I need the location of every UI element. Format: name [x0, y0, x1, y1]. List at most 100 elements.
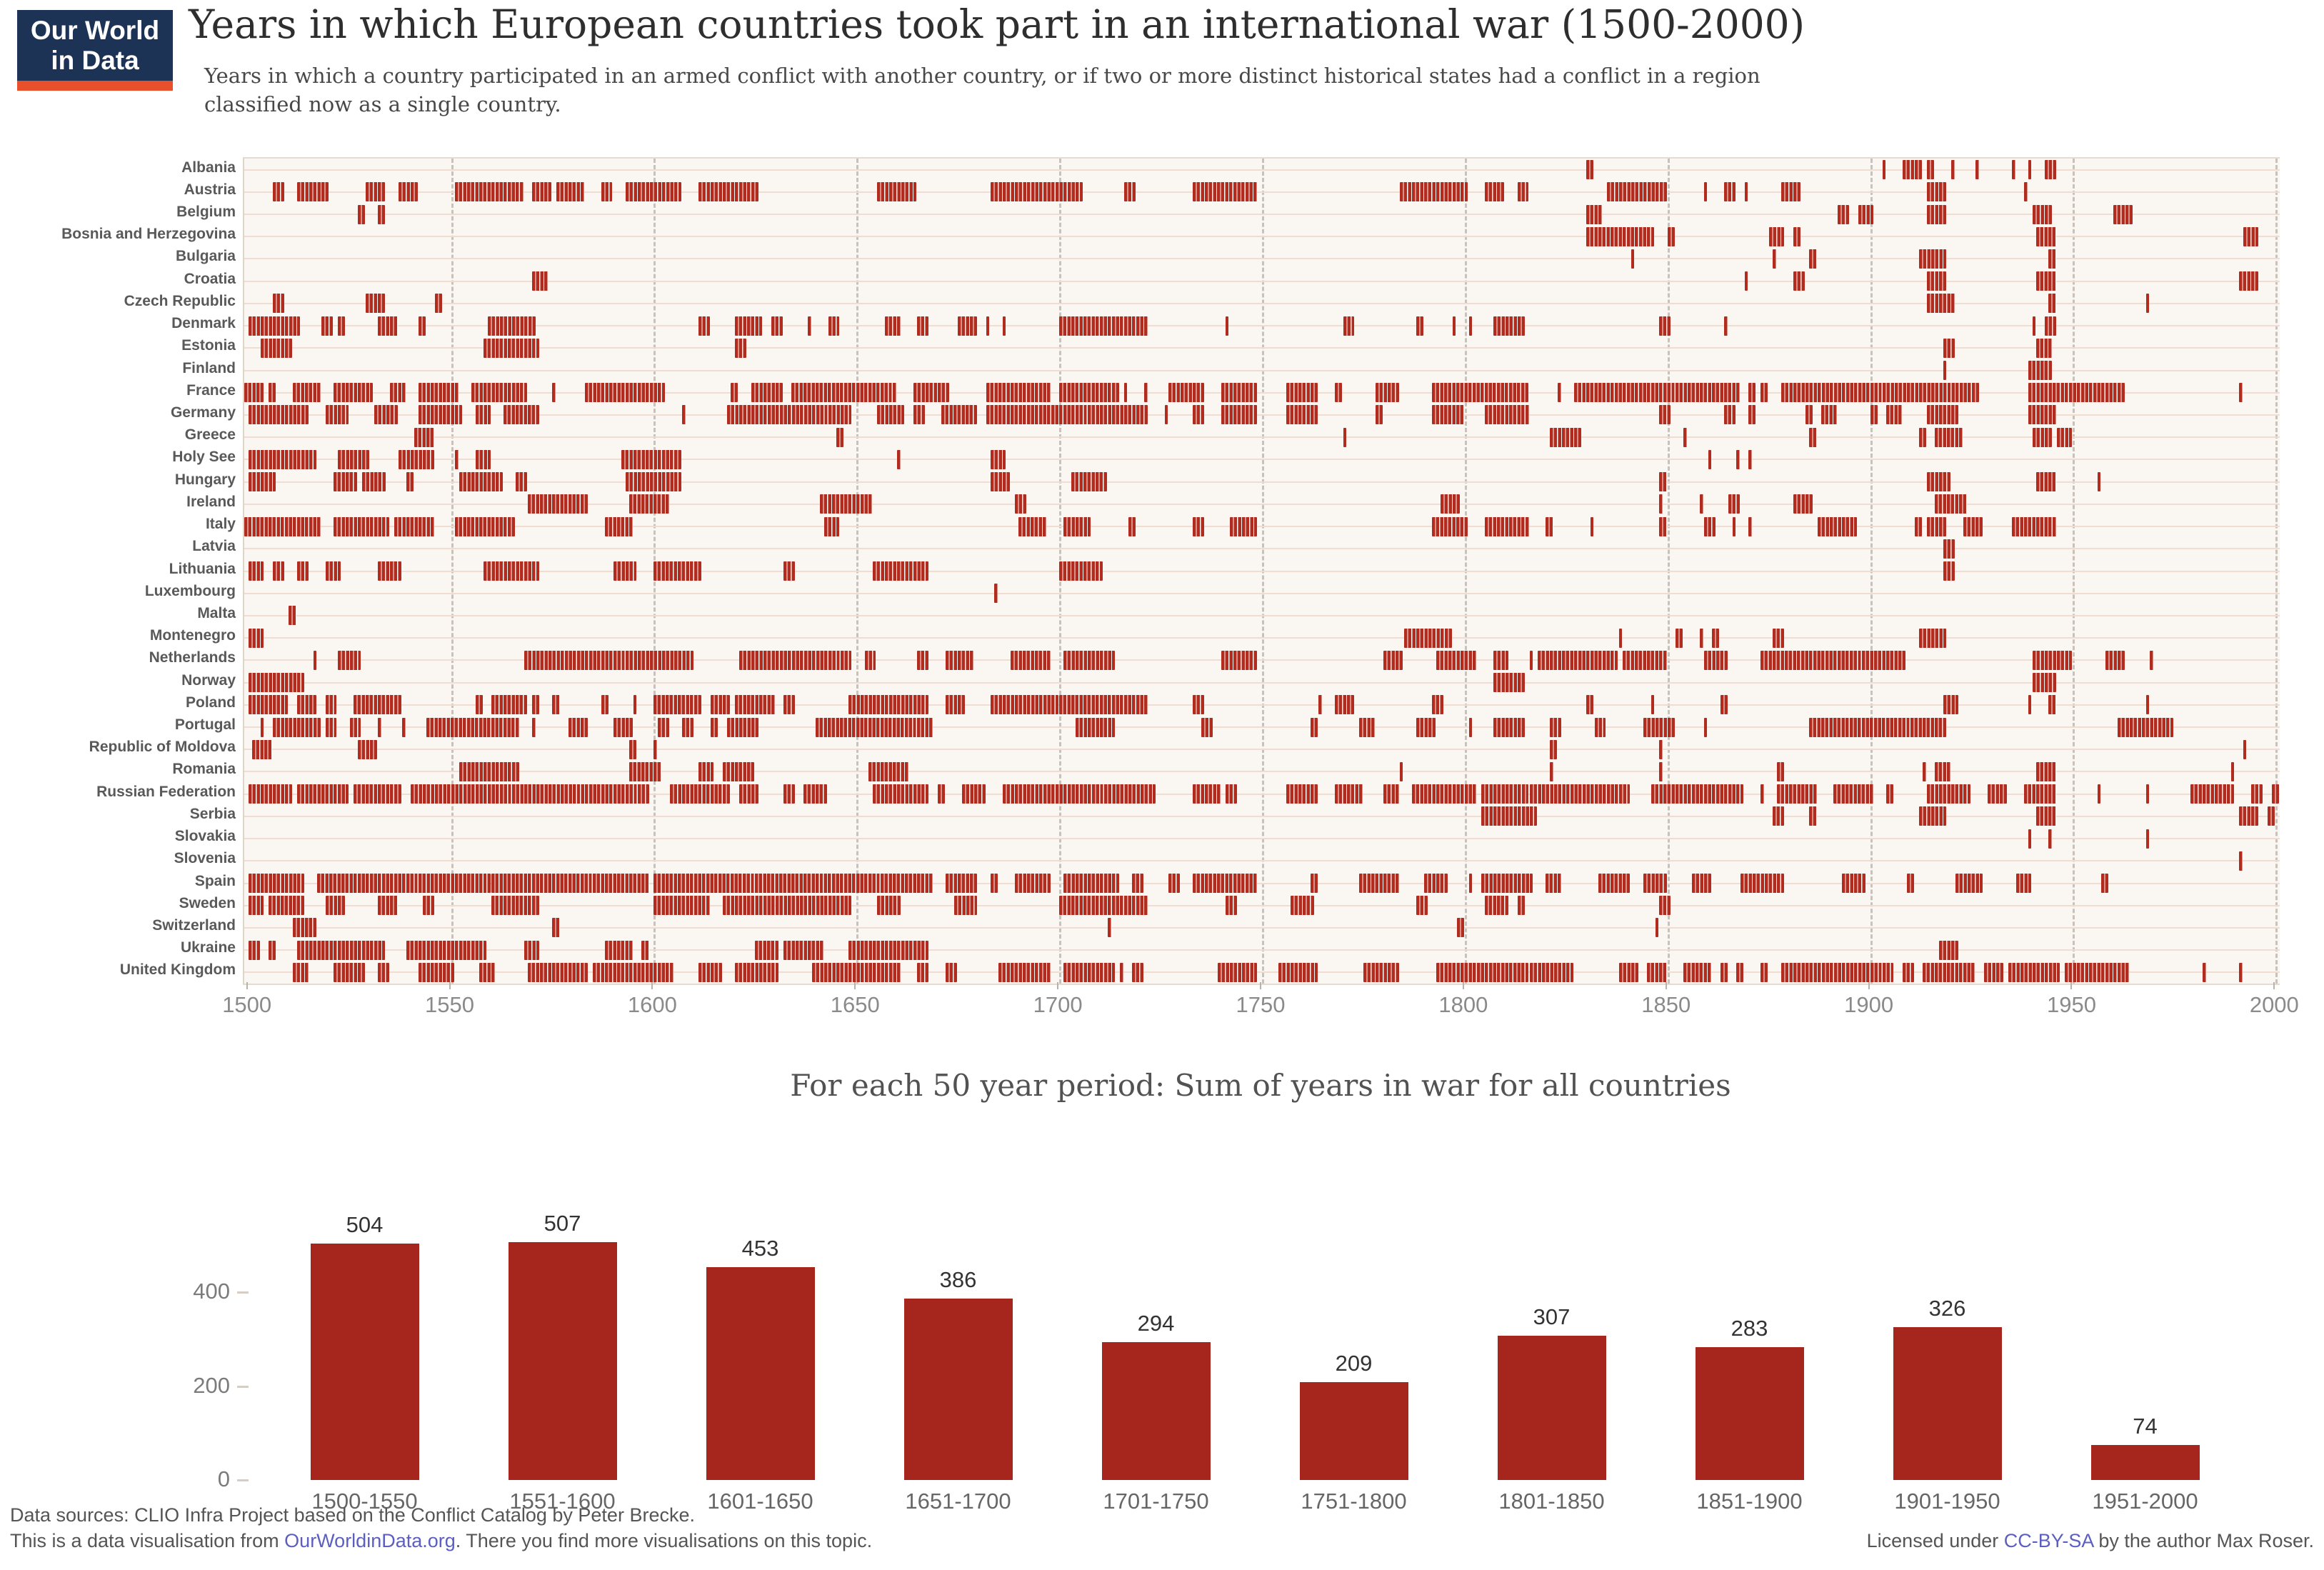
row-baseline: [244, 637, 2280, 639]
war-mark-portugal-1579-1583: [569, 717, 588, 737]
war-mark-germany-1900-1901: [1870, 405, 1878, 425]
war-mark-sweden-1630-1648: [775, 896, 852, 916]
war-mark-spain-1833-1840: [1598, 874, 1631, 894]
country-label-portugal: Portugal: [174, 716, 236, 733]
war-mark-italy-1733-1735: [1193, 516, 1205, 536]
bar-1701-1750: [1101, 1341, 1211, 1480]
war-mark-germany-1848-1850: [1659, 405, 1671, 425]
war-mark-portugal-1844-1851: [1643, 717, 1675, 737]
war-mark-united-kingdom-1569-1583: [528, 962, 588, 982]
war-mark-republic-of-moldova-1992-1992: [2243, 739, 2247, 759]
war-mark-portugal-1735-1737: [1201, 717, 1213, 737]
war-mark-austria-1587-1589: [601, 182, 613, 202]
war-mark-italy-1914-1918: [1927, 516, 1947, 536]
war-mark-france-1505-1506: [269, 383, 276, 403]
war-mark-russian-federation-1670-1671: [937, 784, 945, 804]
war-mark-portugal-1503-1503: [260, 717, 264, 737]
war-mark-hungary-1683-1687: [990, 472, 1010, 492]
war-mark-belgium-1830-1833: [1586, 204, 1602, 224]
war-mark-croatia-1881-1883: [1793, 271, 1805, 291]
war-mark-netherlands-1516-1516: [313, 650, 316, 670]
war-mark-germany-1618-1648: [726, 405, 852, 425]
row-baseline: [244, 570, 2280, 572]
war-mark-portugal-1614-1615: [710, 717, 718, 737]
row-baseline: [244, 726, 2280, 728]
war-mark-italy-1923-1927: [1963, 516, 1983, 536]
war-mark-bulgaria-1876-1876: [1773, 249, 1776, 269]
owid-logo-line2: in Data: [51, 45, 139, 75]
owid-logo[interactable]: Our World in Data: [17, 10, 173, 81]
war-mark-greece-1946-1949: [2056, 427, 2073, 447]
war-mark-russian-federation-1846-1868: [1651, 784, 1744, 804]
war-mark-poland-1863-1864: [1720, 695, 1728, 715]
war-mark-united-kingdom-1878-1905: [1780, 962, 1894, 982]
war-mark-netherlands-1793-1802: [1436, 650, 1476, 670]
war-mark-greece-1541-1545: [414, 427, 434, 447]
war-mark-netherlands-1701-1713: [1063, 650, 1116, 670]
war-mark-albania-1926-1926: [1975, 160, 1979, 180]
row-baseline: [244, 548, 2280, 550]
war-mark-republic-of-moldova-1600-1600: [653, 739, 657, 759]
country-label-serbia: Serbia: [189, 805, 236, 822]
war-mark-united-kingdom-1620-1630: [734, 962, 779, 982]
row-baseline: [244, 169, 2280, 171]
war-mark-portugal-1532-1532: [378, 717, 381, 737]
war-mark-sweden-1757-1762: [1290, 896, 1314, 916]
war-mark-hungary-1539-1540: [406, 472, 414, 492]
war-mark-germany-1655-1661: [876, 405, 905, 425]
war-mark-estonia-1503-1510: [260, 338, 292, 358]
war-mark-denmark-1700-1721: [1059, 316, 1148, 336]
war-mark-slovenia-1991-1991: [2239, 851, 2243, 871]
war-mark-romania-1821-1821: [1550, 761, 1553, 781]
page-subtitle-line2: classified now as a single country.: [204, 92, 561, 116]
war-mark-italy-1536-1545: [394, 516, 434, 536]
war-mark-lithuania-1500-1503: [248, 561, 264, 581]
war-mark-sweden-1788-1790: [1416, 896, 1428, 916]
bar-value-1551-1600: 507: [544, 1210, 581, 1236]
country-label-finland: Finland: [182, 359, 236, 376]
war-mark-italy-1887-1896: [1817, 516, 1858, 536]
war-mark-united-kingdom-1934-1946: [2008, 962, 2060, 982]
war-mark-italy-1642-1645: [823, 516, 840, 536]
war-mark-russian-federation-1676-1681: [961, 784, 986, 804]
war-mark-united-kingdom-1685-1697: [998, 962, 1051, 982]
war-mark-italy-1935-1945: [2012, 516, 2056, 536]
x-tick-1600: [651, 982, 653, 989]
cc-by-sa-link[interactable]: CC-BY-SA: [2003, 1530, 2093, 1551]
war-mark-france-1716-1716: [1123, 383, 1128, 403]
row-baseline: [244, 704, 2280, 706]
x-tick-1900: [1868, 982, 1870, 989]
row-baseline: [244, 614, 2280, 616]
war-mark-denmark-1638-1638: [808, 316, 811, 336]
owid-org-link[interactable]: OurWorldinData.org: [284, 1530, 456, 1551]
country-label-romania: Romania: [172, 761, 236, 778]
war-mark-ukraine-1625-1630: [755, 940, 779, 960]
row-baseline: [244, 414, 2280, 416]
footer-license: Licensed under CC-BY-SA by the author Ma…: [1867, 1530, 2314, 1552]
war-mark-portugal-1885-1918: [1809, 717, 1947, 737]
row-baseline: [244, 436, 2280, 439]
war-mark-sweden-1700-1721: [1059, 896, 1148, 916]
war-mark-russian-federation-1891-1900: [1833, 784, 1874, 804]
war-mark-sweden-1848-1850: [1659, 896, 1671, 916]
war-mark-poland-1768-1772: [1335, 695, 1355, 715]
war-mark-republic-of-moldova-1821-1822: [1550, 739, 1558, 759]
bar-value-1701-1750: 294: [1137, 1310, 1175, 1336]
war-mark-belgium-1532-1533: [378, 204, 386, 224]
war-mark-russian-federation-1768-1774: [1335, 784, 1363, 804]
war-mark-poland-1632-1634: [783, 695, 795, 715]
war-mark-greece-1770-1770: [1343, 427, 1346, 447]
war-mark-belgium-1914-1918: [1927, 204, 1947, 224]
war-mark-spain-1868-1878: [1740, 874, 1785, 894]
war-mark-romania-1611-1614: [698, 761, 714, 781]
footer-license-text-after: by the author Max Roser.: [2093, 1530, 2314, 1551]
war-mark-france-1634-1659: [791, 383, 896, 403]
war-mark-denmark-1940-1940: [2032, 316, 2036, 336]
war-mark-italy-1870-1870: [1748, 516, 1752, 536]
country-label-bosnia-and-herzegovina: Bosnia and Herzegovina: [61, 226, 236, 243]
country-label-latvia: Latvia: [192, 538, 236, 555]
war-mark-spain-1733-1748: [1193, 874, 1258, 894]
x-tick-1850: [1665, 982, 1667, 989]
row-baseline: [244, 949, 2280, 951]
war-mark-netherlands-1940-1949: [2032, 650, 2073, 670]
